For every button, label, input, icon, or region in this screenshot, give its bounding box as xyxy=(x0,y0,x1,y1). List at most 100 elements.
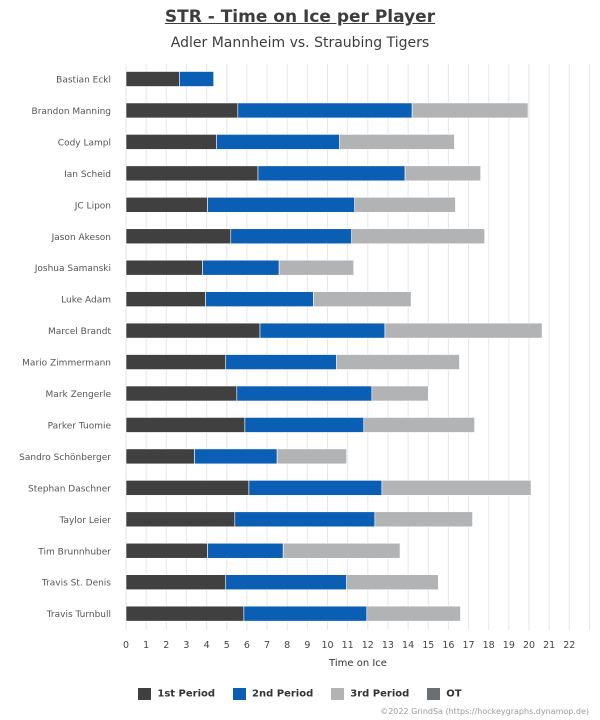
legend-item: 3rd Period xyxy=(331,688,409,700)
y-tick-label: Brandon Manning xyxy=(32,107,111,117)
bar-segment xyxy=(125,259,203,276)
bar-segment xyxy=(339,134,455,150)
y-tick-label: Sandro Schönberger xyxy=(19,453,111,463)
bar-segment xyxy=(276,448,347,465)
x-tick-label: 3 xyxy=(183,640,189,651)
legend-swatch xyxy=(427,688,441,700)
legend-item: 1st Period xyxy=(138,688,215,700)
bar-segment xyxy=(125,197,208,213)
x-tick-label: 8 xyxy=(284,640,290,651)
bar-segment xyxy=(125,322,261,339)
legend-item: OT xyxy=(427,688,462,700)
bar-segment xyxy=(230,228,352,245)
y-tick-label: Tim Brunnhuber xyxy=(37,547,111,557)
x-tick-label: 0 xyxy=(123,640,129,651)
x-tick-label: 21 xyxy=(543,640,555,651)
legend-label: 3rd Period xyxy=(350,688,410,700)
bar-segment xyxy=(248,480,383,496)
x-tick-label: 22 xyxy=(563,640,575,651)
y-tick-label: Parker Tuomie xyxy=(48,421,112,431)
bar-segment xyxy=(404,165,481,182)
y-tick-label: Marcel Brandt xyxy=(48,327,111,337)
y-tick-label: Travis St. Denis xyxy=(41,579,111,589)
x-tick-label: 16 xyxy=(442,640,454,651)
y-tick-label: Luke Adam xyxy=(61,296,111,306)
bar-segment xyxy=(282,542,401,559)
y-tick-label: JC Lipon xyxy=(74,201,111,211)
bar-segment xyxy=(125,542,208,559)
bar-segment xyxy=(234,511,376,528)
y-tick-label: Cody Lampl xyxy=(58,138,111,148)
bar-segment xyxy=(125,417,246,433)
bar-segment xyxy=(278,259,354,276)
bar-segment xyxy=(237,102,413,119)
x-tick-label: 19 xyxy=(503,640,515,651)
x-tick-label: 7 xyxy=(264,640,270,651)
y-tick-label: Ian Scheid xyxy=(64,170,111,180)
bar-segment xyxy=(313,291,412,307)
y-tick-label: Travis Turnbull xyxy=(46,610,111,620)
x-tick-label: 2 xyxy=(163,640,169,651)
bar-segment xyxy=(125,71,180,87)
bar-segment xyxy=(125,134,217,150)
credit-text: ©2022 GrindSa (https://hockeygraphs.dyna… xyxy=(380,707,589,716)
bar-segment xyxy=(257,165,406,182)
x-tick-label: 20 xyxy=(523,640,535,651)
bar-segment xyxy=(374,511,473,528)
bar-segment xyxy=(225,354,337,370)
bar-segment xyxy=(346,574,439,591)
bar-segment xyxy=(194,448,278,465)
bar-segment xyxy=(351,228,485,245)
chart-legend: 1st Period 2nd Period 3rd Period OT xyxy=(0,688,600,700)
bar-segment xyxy=(205,291,314,307)
y-tick-label: Taylor Leier xyxy=(58,516,111,526)
x-tick-label: 12 xyxy=(362,640,374,651)
bar-segment xyxy=(384,322,543,339)
y-tick-label: Mario Zimmermann xyxy=(22,359,111,369)
x-tick-label: 10 xyxy=(321,640,333,651)
legend-swatch xyxy=(331,688,345,700)
x-tick-label: 1 xyxy=(143,640,149,651)
bar-segment xyxy=(125,480,250,496)
bar-segment xyxy=(216,134,340,150)
bar-segment xyxy=(225,574,347,591)
bar-segment xyxy=(125,291,206,307)
bar-segment xyxy=(125,605,245,622)
legend-label: OT xyxy=(446,688,462,700)
bar-segment xyxy=(125,511,236,528)
bar-segment xyxy=(179,71,214,87)
bar-segment xyxy=(236,385,373,402)
bar-segment xyxy=(202,259,280,276)
legend-swatch xyxy=(138,688,152,700)
bar-segment xyxy=(381,480,532,496)
x-axis-label: Time on Ice xyxy=(328,658,387,669)
chart-subtitle: Adler Mannheim vs. Straubing Tigers xyxy=(170,35,430,51)
bar-segment xyxy=(366,605,461,622)
bar-segment xyxy=(125,354,227,370)
y-tick-label: Jason Akeson xyxy=(51,233,111,243)
bar-segment xyxy=(259,322,386,339)
bar-segment xyxy=(243,605,368,622)
y-tick-label: Mark Zengerle xyxy=(46,390,112,400)
bar-segment xyxy=(354,197,456,213)
legend-label: 2nd Period xyxy=(252,688,314,700)
chart-title: STR - Time on Ice per Player xyxy=(164,7,436,27)
x-tick-label: 18 xyxy=(483,640,495,651)
x-tick-label: 14 xyxy=(402,640,414,651)
x-tick-label: 13 xyxy=(382,640,394,651)
bar-segment xyxy=(125,228,232,245)
bar-segment xyxy=(125,448,195,465)
bar-segment xyxy=(125,385,238,402)
y-tick-label: Bastian Eckl xyxy=(56,76,111,86)
x-tick-label: 11 xyxy=(342,640,354,651)
bar-segment xyxy=(336,354,460,370)
legend-label: 1st Period xyxy=(157,688,216,700)
bar-segment xyxy=(363,417,475,433)
bar-segment xyxy=(125,102,239,119)
bar-segment xyxy=(371,385,429,402)
legend-item: 2nd Period xyxy=(233,688,313,700)
bar-segment xyxy=(207,197,356,213)
x-tick-label: 4 xyxy=(204,640,210,651)
y-tick-label: Joshua Samanski xyxy=(34,264,111,274)
